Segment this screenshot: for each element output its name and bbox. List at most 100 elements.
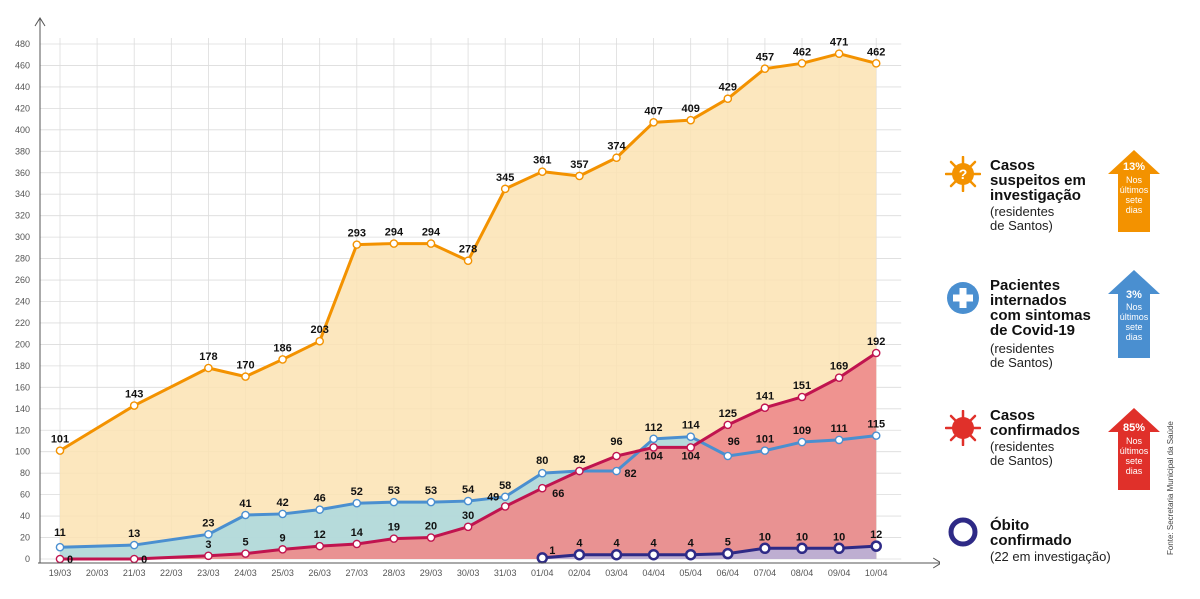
point-suspeitos <box>426 239 436 248</box>
data-label-internados: 111 <box>831 423 848 435</box>
y-tick-label: 400 <box>15 125 30 135</box>
y-tick-label: 380 <box>15 146 30 156</box>
y-tick-label: 240 <box>15 297 30 307</box>
data-label-suspeitos: 345 <box>496 172 514 184</box>
point-suspeitos <box>649 118 658 127</box>
point-suspeitos <box>538 167 547 176</box>
x-tick-label: 02/04 <box>568 568 591 578</box>
data-label-internados: 41 <box>239 498 251 510</box>
point-confirmados <box>204 551 213 561</box>
y-tick-label: 460 <box>15 60 30 70</box>
x-tick-label: 04/04 <box>642 568 665 578</box>
x-tick-label: 25/03 <box>271 568 294 578</box>
point-confirmados <box>575 466 584 476</box>
data-label-confirmados: 3 <box>205 539 211 551</box>
point-confirmados <box>871 348 881 358</box>
arrow-pct-internados: 3% <box>1126 289 1142 301</box>
x-tick-label: 10/04 <box>865 568 888 578</box>
point-internados <box>612 466 621 476</box>
arrow-text-internados: Nos últimos sete dias <box>1119 302 1149 342</box>
x-axis-arrow <box>932 557 940 569</box>
data-label-suspeitos: 407 <box>644 105 662 117</box>
data-label-suspeitos: 178 <box>199 351 217 363</box>
point-obitos <box>610 548 623 561</box>
data-label-confirmados: 49 <box>487 491 499 503</box>
y-tick-label: 160 <box>15 382 30 392</box>
legend-title-internados: Pacientes internados com sintomas de Cov… <box>990 277 1091 339</box>
data-label-confirmados: 82 <box>573 454 585 466</box>
y-tick-label: 300 <box>15 232 30 242</box>
point-suspeitos <box>204 363 213 373</box>
data-label-internados: 112 <box>645 422 663 434</box>
y-tick-label: 100 <box>15 447 30 457</box>
x-tick-label: 31/03 <box>494 568 517 578</box>
point-suspeitos <box>760 64 770 73</box>
point-obitos <box>536 552 549 564</box>
data-label-obitos: 10 <box>833 531 845 543</box>
x-tick-label: 05/04 <box>679 568 702 578</box>
data-label-suspeitos: 294 <box>422 227 441 239</box>
y-tick-label: 200 <box>15 339 30 349</box>
point-suspeitos <box>278 355 287 364</box>
x-tick-label: 09/04 <box>828 568 851 578</box>
data-label-internados: 11 <box>54 527 66 539</box>
data-label-internados: 46 <box>314 493 326 505</box>
x-tick-label: 06/04 <box>717 568 740 578</box>
point-confirmados <box>241 549 250 558</box>
x-tick-label: 01/04 <box>531 568 554 578</box>
point-confirmados <box>797 392 807 402</box>
point-confirmados <box>760 403 770 413</box>
point-obitos <box>722 547 734 560</box>
x-tick-label: 21/03 <box>123 568 146 578</box>
point-confirmados <box>463 522 473 532</box>
data-label-obitos: 4 <box>651 538 658 550</box>
x-tick-label: 23/03 <box>197 568 220 578</box>
data-label-suspeitos: 462 <box>793 46 811 58</box>
point-confirmados <box>723 420 733 430</box>
data-label-internados: 101 <box>756 434 774 446</box>
point-suspeitos <box>315 336 325 346</box>
data-label-confirmados: 14 <box>351 527 364 539</box>
data-label-internados: 96 <box>728 436 740 448</box>
data-label-internados: 80 <box>536 455 548 467</box>
data-label-confirmados: 169 <box>830 361 848 373</box>
point-internados <box>315 505 325 514</box>
point-internados <box>352 498 362 508</box>
y-tick-label: 0 <box>25 554 30 564</box>
point-internados <box>797 437 807 447</box>
point-confirmados <box>426 533 436 542</box>
point-confirmados <box>500 502 510 511</box>
legend-title-confirmados: Casos confirmados <box>990 407 1081 439</box>
point-confirmados <box>834 373 844 382</box>
point-suspeitos <box>871 59 881 68</box>
data-label-suspeitos: 293 <box>348 228 366 240</box>
point-confirmados <box>129 554 139 564</box>
data-label-confirmados: 104 <box>644 450 663 462</box>
point-confirmados <box>686 443 696 452</box>
data-label-obitos: 4 <box>613 538 620 550</box>
circle-icon <box>948 517 978 547</box>
legend-sub-internados: (residentes de Santos) <box>990 341 1055 370</box>
virus-icon <box>945 410 981 446</box>
y-tick-label: 280 <box>15 254 30 264</box>
point-confirmados <box>315 541 325 551</box>
point-obitos <box>684 548 697 561</box>
data-label-confirmados: 20 <box>425 521 437 533</box>
point-confirmados <box>649 443 658 452</box>
point-confirmados <box>389 534 399 543</box>
y-tick-label: 60 <box>20 490 30 500</box>
data-label-suspeitos: 170 <box>236 360 254 372</box>
data-label-obitos: 5 <box>725 537 731 549</box>
data-label-confirmados: 9 <box>280 532 286 544</box>
point-suspeitos <box>723 94 733 104</box>
point-suspeitos <box>129 401 139 410</box>
point-obitos <box>833 542 845 555</box>
data-label-suspeitos: 143 <box>125 389 143 401</box>
x-tick-label: 27/03 <box>346 568 369 578</box>
point-obitos <box>759 542 771 555</box>
x-tick-label: 28/03 <box>383 568 406 578</box>
data-label-suspeitos: 471 <box>830 37 848 49</box>
point-confirmados <box>278 545 287 554</box>
data-label-confirmados: 19 <box>388 522 400 534</box>
